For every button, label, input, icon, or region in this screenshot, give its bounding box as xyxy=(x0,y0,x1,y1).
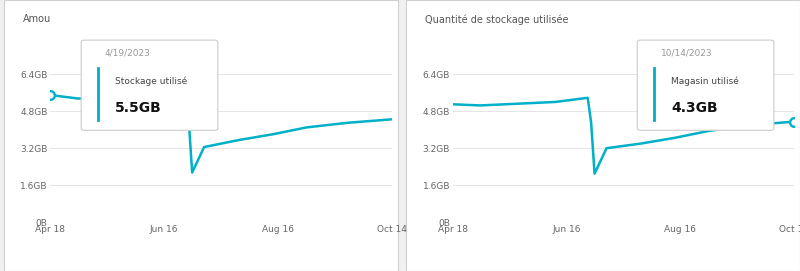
Text: 4.3GB: 4.3GB xyxy=(671,101,718,115)
Text: Magasin utilisé: Magasin utilisé xyxy=(671,76,739,86)
Text: Quantité de stockage utilisée: Quantité de stockage utilisée xyxy=(426,14,569,25)
Text: 5.5GB: 5.5GB xyxy=(115,101,162,115)
Text: 10/14/2023: 10/14/2023 xyxy=(661,49,713,58)
Text: 4/19/2023: 4/19/2023 xyxy=(105,49,151,58)
FancyBboxPatch shape xyxy=(81,40,218,130)
Text: Stockage utilisé: Stockage utilisé xyxy=(115,76,187,86)
Text: Amou: Amou xyxy=(23,14,51,24)
FancyBboxPatch shape xyxy=(638,40,774,130)
